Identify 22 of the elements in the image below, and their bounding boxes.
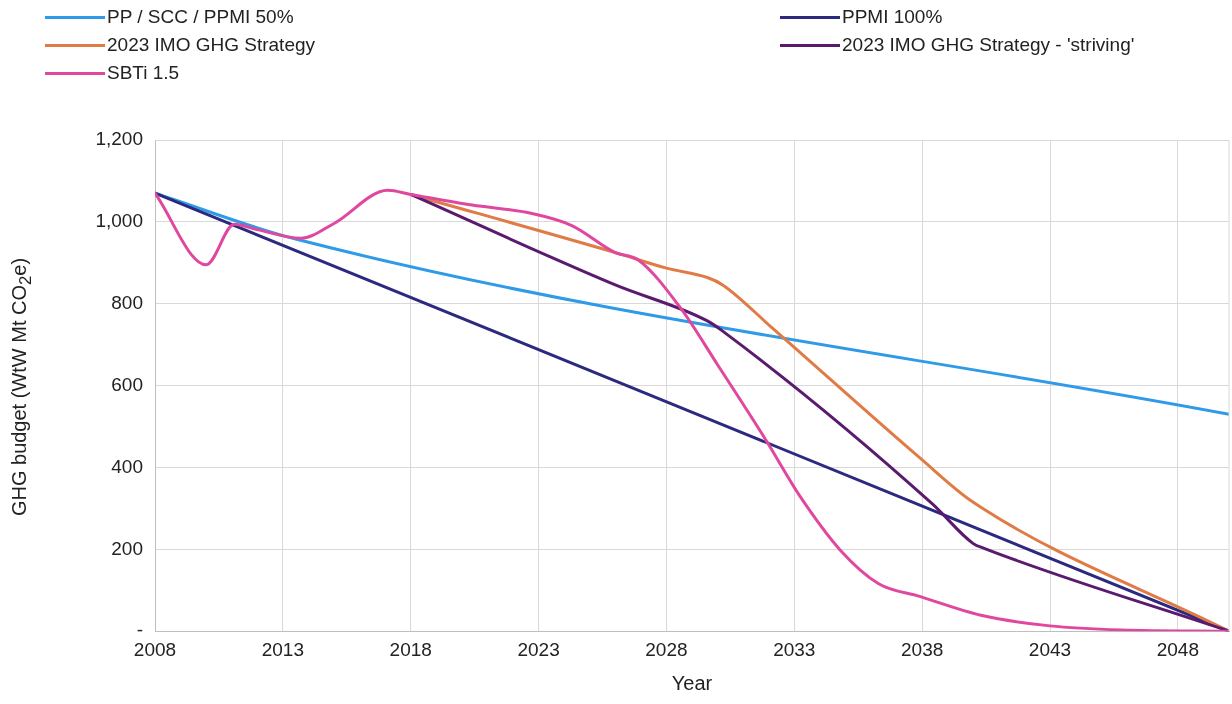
x-tick-label: 2043 <box>1028 638 1072 660</box>
x-tick-label: 2038 <box>901 638 944 660</box>
x-axis-title: Year <box>671 671 713 694</box>
x-tick-label: 2028 <box>645 638 688 660</box>
y-tick-label: - <box>136 619 143 641</box>
x-tick-label: 2048 <box>1156 638 1199 660</box>
y-tick-label: 600 <box>111 373 143 395</box>
x-tick-label: 2033 <box>773 638 816 660</box>
legend-label: PP / SCC / PPMI 50% <box>107 6 294 28</box>
x-tick-label: 2018 <box>389 638 432 660</box>
y-tick-label: 200 <box>111 537 143 559</box>
x-tick-label: 2023 <box>517 638 560 660</box>
x-tick-label: 2008 <box>133 638 177 660</box>
legend-label: 2023 IMO GHG Strategy <box>107 34 316 56</box>
y-tick-label: 1,200 <box>95 128 143 150</box>
legend-label: PPMI 100% <box>842 6 943 28</box>
legend-label: 2023 IMO GHG Strategy - 'striving' <box>842 34 1135 56</box>
x-tick-label: 2013 <box>261 638 304 660</box>
y-tick-label: 1,000 <box>95 210 143 232</box>
y-tick-label: 400 <box>111 455 143 477</box>
y-tick-label: 800 <box>111 291 143 313</box>
legend-label: SBTi 1.5 <box>107 62 180 84</box>
